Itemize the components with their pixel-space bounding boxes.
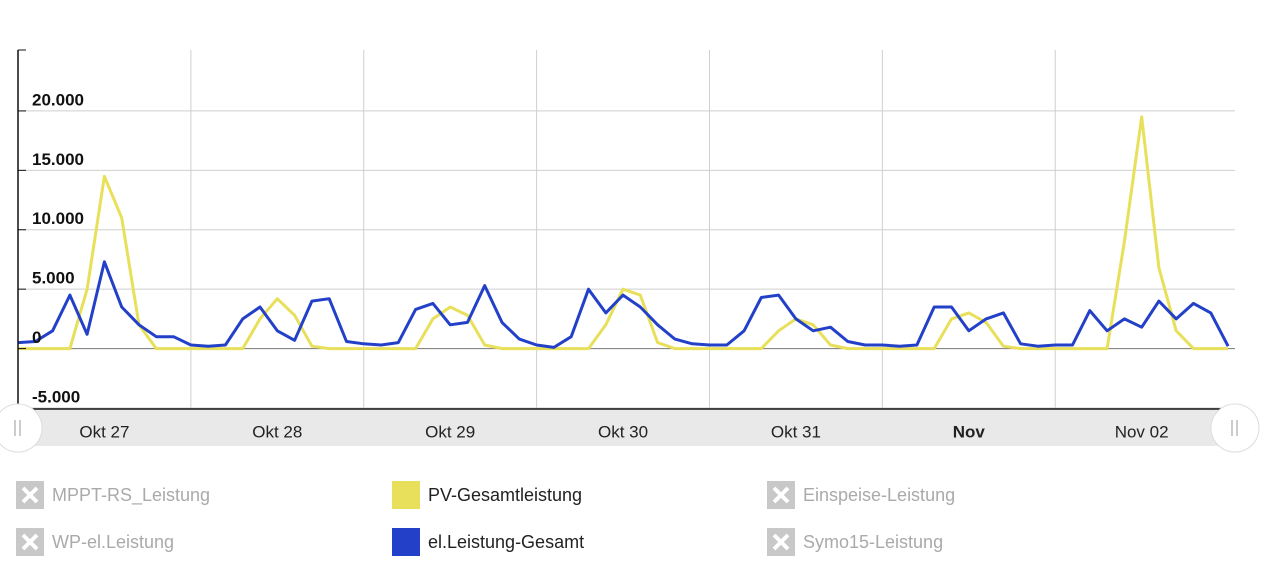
legend-item[interactable]: el.Leistung-Gesamt [392, 528, 584, 556]
series-line [17, 260, 1230, 349]
plot [17, 115, 1230, 351]
legend-off-icon [772, 533, 790, 551]
legend-swatch [392, 528, 420, 556]
legend: MPPT-RS_Leistung PV-Gesamtleistung Einspei… [16, 481, 955, 556]
x-tick-label: Nov 02 [1115, 422, 1169, 441]
grid [18, 50, 1235, 409]
legend-label: Einspeise-Leistung [803, 485, 955, 505]
y-tick-label: 10.000 [32, 209, 84, 228]
legend-item[interactable]: Symo15-Leistung [767, 528, 943, 556]
x-tick-label: Okt 29 [425, 422, 475, 441]
scroll-handle-right[interactable] [1210, 403, 1260, 453]
x-tick-label: Okt 30 [598, 422, 648, 441]
legend-item[interactable]: PV-Gesamtleistung [392, 481, 582, 509]
legend-swatch [392, 481, 420, 509]
scroll-band [18, 410, 1235, 446]
legend-item[interactable]: WP-el.Leistung [16, 528, 174, 556]
y-tick-label: 5.000 [32, 269, 75, 288]
legend-label: PV-Gesamtleistung [428, 485, 582, 505]
series-line [18, 115, 1229, 351]
legend-item[interactable]: Einspeise-Leistung [767, 481, 955, 509]
y-tick-label: 15.000 [32, 150, 84, 169]
x-tick-label: Nov [953, 422, 986, 441]
scroll-handle-left[interactable] [0, 403, 43, 453]
legend-off-icon [772, 486, 790, 504]
legend-item[interactable]: MPPT-RS_Leistung [16, 481, 210, 509]
x-tick-label: Okt 31 [771, 422, 821, 441]
handle[interactable] [1210, 403, 1260, 453]
legend-label: MPPT-RS_Leistung [52, 485, 210, 506]
x-tick-label: Okt 28 [252, 422, 302, 441]
y-tick-label: 20.000 [32, 90, 84, 109]
labels: -5.000 0 5.000 10.000 15.000 20.000 Okt 27 Okt … [18, 90, 1169, 441]
legend-label: WP-el.Leistung [52, 532, 174, 552]
y-tick-label: 0 [32, 328, 41, 347]
legend-off-icon [21, 486, 39, 504]
legend-label: Symo15-Leistung [803, 532, 943, 552]
handle[interactable] [0, 403, 43, 453]
y-tick-label: -5.000 [32, 387, 80, 406]
legend-off-icon [21, 533, 39, 551]
x-tick-label: Okt 27 [79, 422, 129, 441]
legend-label: el.Leistung-Gesamt [428, 532, 584, 552]
